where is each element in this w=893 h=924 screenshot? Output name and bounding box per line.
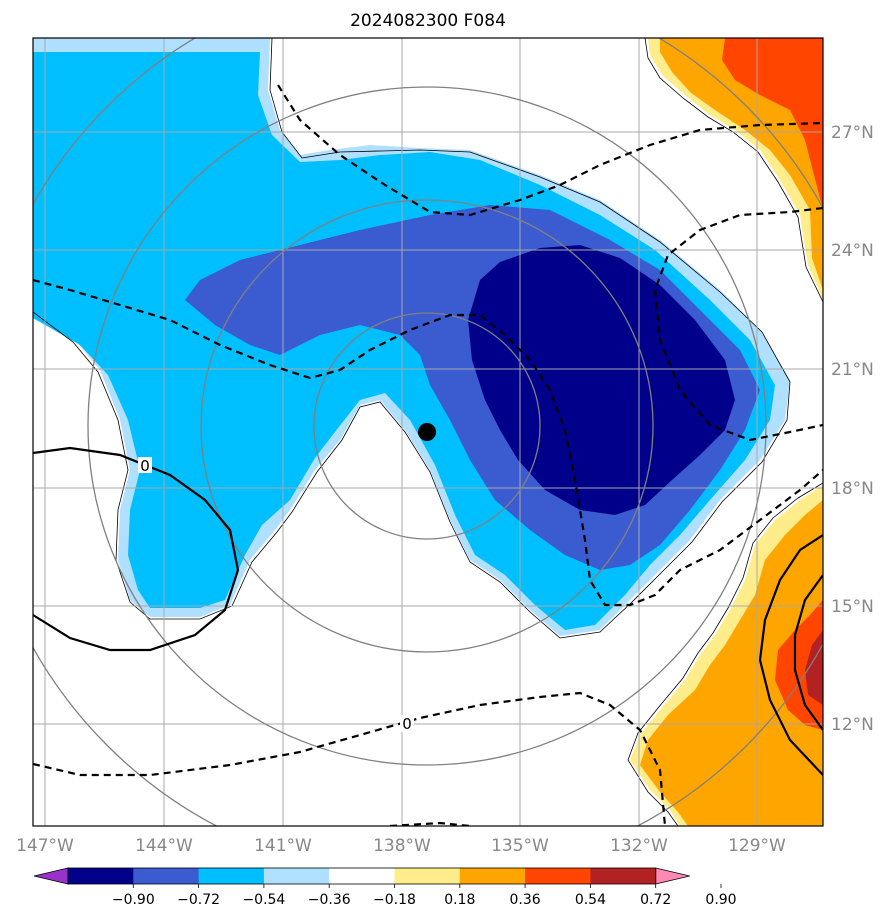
colorbar-segment	[263, 868, 330, 884]
lon-label: 147°W	[16, 836, 74, 856]
lon-label: 129°W	[728, 836, 786, 856]
shade-level-pos072-bot	[805, 630, 823, 705]
colorbar-tick-label: −0.18	[373, 892, 416, 908]
storm-center-marker	[418, 423, 436, 441]
colorbar-segment	[133, 868, 200, 884]
colorbar-segment	[329, 868, 395, 884]
colorbar-tick-label: 0.36	[510, 892, 541, 908]
colorbar-tick-label: 0.72	[640, 892, 671, 908]
shade-level-pos036-bot	[640, 500, 823, 826]
lat-label: 24°N	[831, 241, 874, 261]
chart-title: 2024082300 F084	[350, 11, 506, 31]
map-frame	[32, 37, 824, 827]
colorbar-tick-label: −0.90	[112, 892, 155, 908]
lon-label: 138°W	[373, 836, 431, 856]
lat-label: 15°N	[831, 597, 874, 617]
lon-label: 144°W	[135, 836, 193, 856]
colorbar-extend-min	[33, 867, 69, 885]
solid-contours	[33, 446, 823, 776]
dashed-contours	[33, 84, 823, 826]
colorbar-tick-label: −0.72	[177, 892, 220, 908]
contour-label-0-left: 0	[140, 457, 150, 475]
colorbar-extend-max	[655, 867, 690, 885]
colorbar-segment	[68, 868, 134, 884]
lat-label: 18°N	[831, 479, 874, 499]
map-area: 0 0	[33, 38, 823, 826]
colorbar-tick-label: −0.54	[242, 892, 285, 908]
colorbar-segment	[459, 868, 526, 884]
lon-label: 132°W	[610, 836, 668, 856]
shade-level-pos054-top	[722, 38, 823, 210]
lon-label: 141°W	[254, 836, 312, 856]
colorbar-tick-label: 0.18	[444, 892, 475, 908]
lat-label: 12°N	[831, 715, 874, 735]
shade-level-neg072	[468, 245, 735, 515]
lat-labels: 27°N 24°N 21°N 18°N 15°N 12°N	[831, 123, 874, 735]
colorbar-segment	[590, 868, 657, 884]
lat-label: 27°N	[831, 123, 874, 143]
colorbar: −0.90 −0.72 −0.54 −0.36 −0.18 0.18 0.36 0.54 0.7…	[33, 867, 737, 908]
lon-label: 135°W	[491, 836, 549, 856]
colorbar-segment	[198, 868, 265, 884]
colorbar-tick-label: −0.36	[308, 892, 351, 908]
colorbar-segment	[525, 868, 591, 884]
contour-label-0-bottom: 0	[402, 715, 412, 733]
shade-level-pos054-bot	[775, 600, 823, 730]
lat-label: 21°N	[831, 360, 874, 380]
gridlines	[33, 38, 823, 826]
lon-labels: 147°W 144°W 141°W 138°W 135°W 132°W 129°…	[16, 836, 786, 856]
colorbar-tick-label: 0.54	[575, 892, 606, 908]
range-rings	[33, 38, 823, 826]
colorbar-border	[67, 867, 657, 885]
colorbar-tick-label: 0.90	[705, 892, 736, 908]
colorbar-segment	[394, 868, 461, 884]
contour-labels: 0 0	[138, 457, 414, 733]
